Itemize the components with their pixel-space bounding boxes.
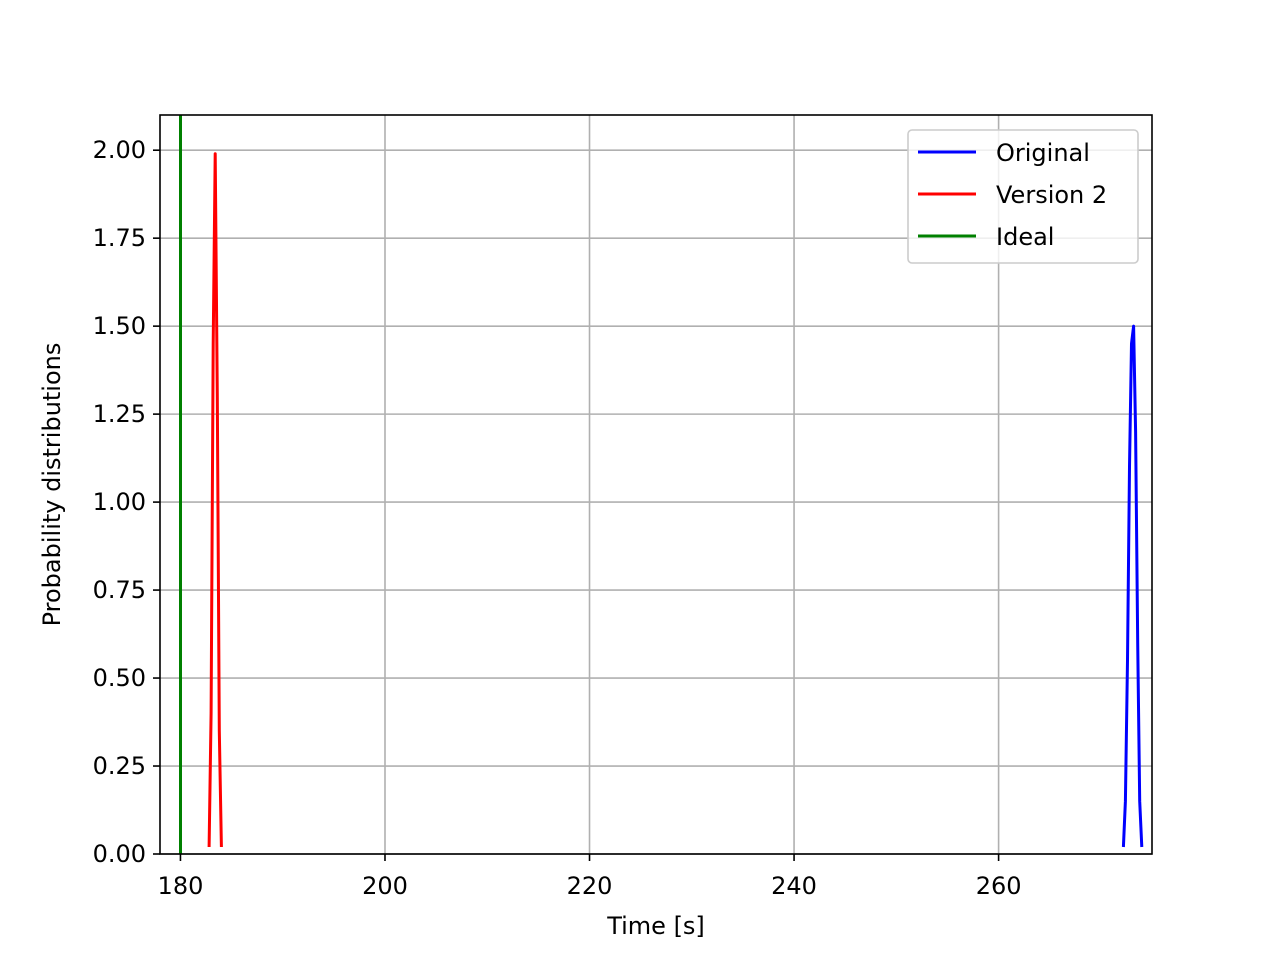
y-tick-label: 1.75 [93,224,146,252]
legend-label-ideal: Ideal [996,223,1054,251]
x-tick-label: 240 [771,872,817,900]
y-tick-label: 1.00 [93,488,146,516]
x-tick-label: 180 [158,872,204,900]
x-axis-label: Time [s] [606,912,705,940]
x-tick-label: 200 [362,872,408,900]
legend-label-original: Original [996,139,1090,167]
y-tick-label: 0.75 [93,576,146,604]
legend-label-version-2: Version 2 [996,181,1107,209]
axis-ticks: 180 200 220 240 260 0.00 0.25 0.50 0.75 1.00 1.25 1… [93,136,1022,900]
legend: Original Version 2 Ideal [907,129,1139,264]
x-tick-label: 260 [976,872,1022,900]
x-tick-label: 220 [567,872,613,900]
y-tick-label: 1.25 [93,400,146,428]
y-tick-label: 0.25 [93,752,146,780]
series-line-original [1121,324,1144,848]
y-axis-label: Probability distributions [38,343,66,627]
legend-box [907,129,1139,264]
y-tick-label: 1.50 [93,312,146,340]
y-tick-label: 0.00 [93,840,146,868]
plot-area-frame [159,114,1153,855]
series-line-version-2 [207,152,223,848]
y-tick-label: 0.50 [93,664,146,692]
series-lines [179,115,1144,854]
y-tick-label: 2.00 [93,136,146,164]
